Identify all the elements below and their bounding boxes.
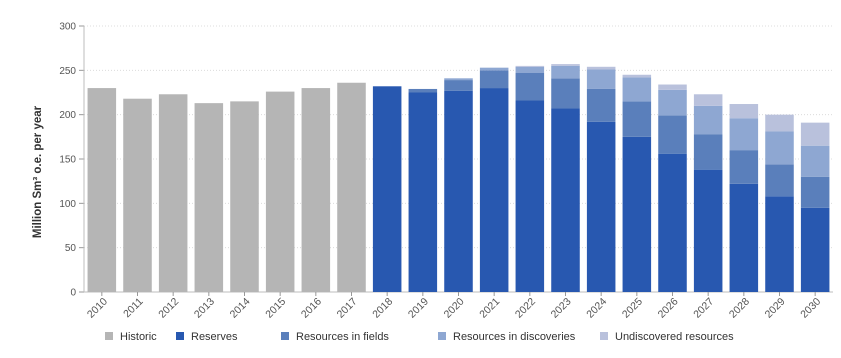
bar-reserves-2018 xyxy=(372,86,402,292)
bar-undiscovered-resources-2023 xyxy=(551,64,580,66)
y-axis-label: Million Sm³ o.e. per year xyxy=(32,105,44,238)
legend-label: Reserves xyxy=(191,331,238,343)
bar-resources-in-fields-2025 xyxy=(622,101,652,137)
bar-reserves-2029 xyxy=(765,196,794,292)
bar-reserves-2028 xyxy=(729,183,759,292)
bar-resources-in-discoveries-2024 xyxy=(586,69,616,89)
bar-reserves-2022 xyxy=(515,100,545,292)
legend-swatch xyxy=(600,332,608,340)
bar-layer xyxy=(87,64,830,293)
bar-resources-in-fields-2028 xyxy=(729,150,759,184)
legend-swatch xyxy=(438,332,446,340)
bar-resources-in-discoveries-2023 xyxy=(551,65,580,79)
bar-resources-in-fields-2021 xyxy=(479,70,509,89)
legend-swatch xyxy=(281,332,289,340)
bar-reserves-2023 xyxy=(551,108,580,293)
y-tick-label: 150 xyxy=(59,155,76,166)
y-tick-label: 100 xyxy=(59,199,76,210)
bar-undiscovered-resources-2025 xyxy=(622,74,652,78)
bar-resources-in-fields-2030 xyxy=(800,176,830,208)
bar-resources-in-fields-2027 xyxy=(693,134,723,170)
legend-label: Resources in fields xyxy=(296,331,389,343)
bar-historic-2016 xyxy=(301,88,331,292)
bar-resources-in-fields-2022 xyxy=(515,72,545,101)
bar-resources-in-fields-2023 xyxy=(551,78,580,109)
bar-reserves-2030 xyxy=(800,207,830,292)
bar-reserves-2027 xyxy=(693,169,723,292)
bar-resources-in-discoveries-2022 xyxy=(515,66,545,73)
bar-undiscovered-resources-2028 xyxy=(729,104,759,119)
bar-reserves-2025 xyxy=(622,136,652,292)
bar-resources-in-discoveries-2026 xyxy=(658,89,687,116)
legend-label: Resources in discoveries xyxy=(453,331,576,343)
bar-resources-in-discoveries-2028 xyxy=(729,118,759,151)
bar-resources-in-discoveries-2020 xyxy=(444,78,473,81)
bar-resources-in-fields-2019 xyxy=(408,88,438,93)
y-tick-label: 250 xyxy=(59,66,76,77)
bar-reserves-2026 xyxy=(658,153,687,292)
bar-resources-in-fields-2020 xyxy=(444,80,473,91)
bar-undiscovered-resources-2024 xyxy=(586,66,616,70)
bar-historic-2011 xyxy=(123,98,152,292)
bar-undiscovered-resources-2029 xyxy=(765,114,794,132)
legend-label: Undiscovered resources xyxy=(615,331,734,343)
bar-resources-in-discoveries-2021 xyxy=(479,67,509,71)
bar-reserves-2021 xyxy=(479,88,509,292)
bar-resources-in-fields-2029 xyxy=(765,164,794,197)
legend-swatch xyxy=(176,332,184,340)
y-tick-label: 0 xyxy=(70,288,76,299)
bar-resources-in-fields-2026 xyxy=(658,115,687,154)
y-tick-label: 200 xyxy=(59,110,76,121)
y-tick-label: 300 xyxy=(59,22,76,33)
bar-undiscovered-resources-2027 xyxy=(693,94,723,106)
bar-historic-2013 xyxy=(194,103,224,292)
bar-historic-2012 xyxy=(158,94,188,292)
y-tick-label: 50 xyxy=(65,243,77,254)
legend-swatch xyxy=(105,332,113,340)
legend: Historic Reserves Resources in fields Resou… xyxy=(105,331,734,343)
bar-resources-in-discoveries-2025 xyxy=(622,77,652,102)
bar-historic-2014 xyxy=(230,101,259,292)
bar-resources-in-discoveries-2027 xyxy=(693,105,723,135)
bar-resources-in-discoveries-2030 xyxy=(800,145,830,177)
bar-undiscovered-resources-2030 xyxy=(800,122,830,146)
legend-label: Historic xyxy=(120,331,157,343)
bar-historic-2017 xyxy=(337,82,366,292)
bar-reserves-2019 xyxy=(408,92,438,292)
bar-historic-2010 xyxy=(87,88,117,292)
bar-reserves-2020 xyxy=(444,90,473,292)
bar-reserves-2024 xyxy=(586,121,616,292)
bar-resources-in-discoveries-2029 xyxy=(765,131,794,165)
bar-undiscovered-resources-2026 xyxy=(658,84,687,90)
bar-historic-2015 xyxy=(265,91,295,292)
bar-resources-in-fields-2024 xyxy=(586,88,616,122)
bar-undiscovered-resources-2022 xyxy=(515,65,545,67)
y-axis: 0 50 100 150 200 250 300 xyxy=(59,22,85,299)
